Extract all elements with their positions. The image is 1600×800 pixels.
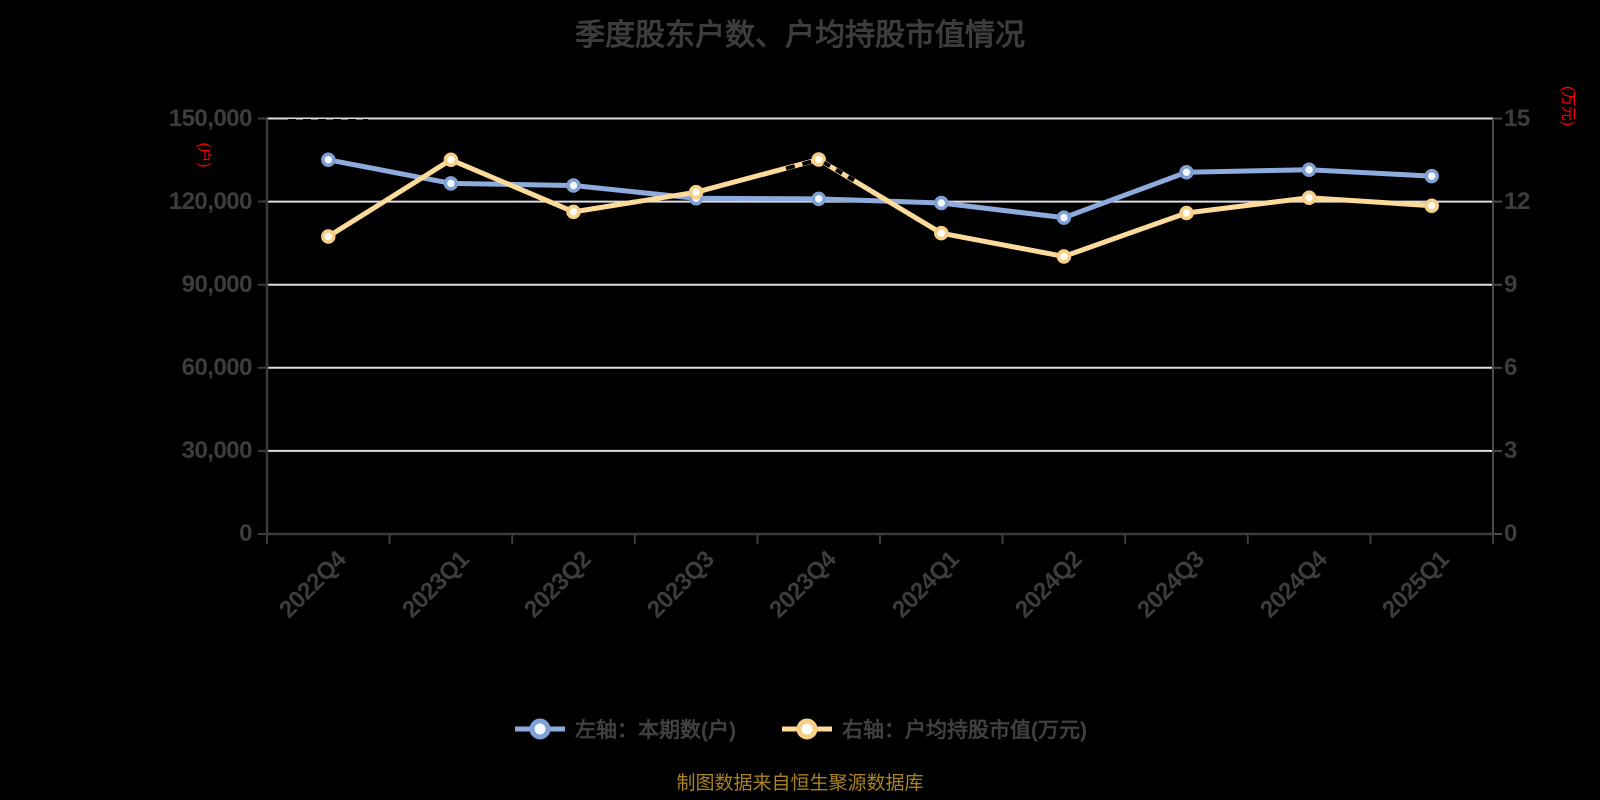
legend-item-shareholder-count[interactable]: 左轴：本期数(户) bbox=[513, 710, 736, 748]
legend-item-avg-market-value[interactable]: 右轴：户均持股市值(万元) bbox=[780, 710, 1087, 748]
left-axis-tick-label: 30,000 bbox=[181, 436, 253, 464]
legend: 左轴：本期数(户) 右轴：户均持股市值(万元) bbox=[0, 706, 1600, 752]
chart-title: 季度股东户数、户均持股市值情况 bbox=[575, 19, 1025, 52]
right-axis-tick-label: 3 bbox=[1504, 436, 1517, 464]
right-axis-tick-label: 6 bbox=[1504, 353, 1517, 381]
right-axis-tick-label: 0 bbox=[1504, 520, 1517, 547]
right-axis-tick-label: 12 bbox=[1504, 187, 1530, 215]
right-axis-tick-label: 9 bbox=[1504, 270, 1517, 298]
right-axis-tick-label: 15 bbox=[1504, 104, 1530, 132]
right-axis-unit-label: (万元) bbox=[1559, 86, 1577, 126]
legend-marker-blue bbox=[515, 718, 565, 740]
left-axis-tick-label: 0 bbox=[239, 520, 252, 547]
legend-label: 右轴：户均持股市值(万元) bbox=[842, 719, 1087, 742]
legend-marker-yellow bbox=[782, 718, 832, 740]
left-axis-tick-label: 60,000 bbox=[181, 353, 253, 381]
left-axis-tick-label: 90,000 bbox=[181, 270, 253, 298]
left-axis-tick-label: 150,000 bbox=[168, 104, 253, 132]
left-axis-unit-label: (户) bbox=[195, 142, 213, 168]
source-note: 制图数据来自恒生聚源数据库 bbox=[676, 773, 924, 794]
left-axis-tick-label: 120,000 bbox=[168, 187, 253, 215]
legend-label: 左轴：本期数(户) bbox=[575, 719, 736, 742]
